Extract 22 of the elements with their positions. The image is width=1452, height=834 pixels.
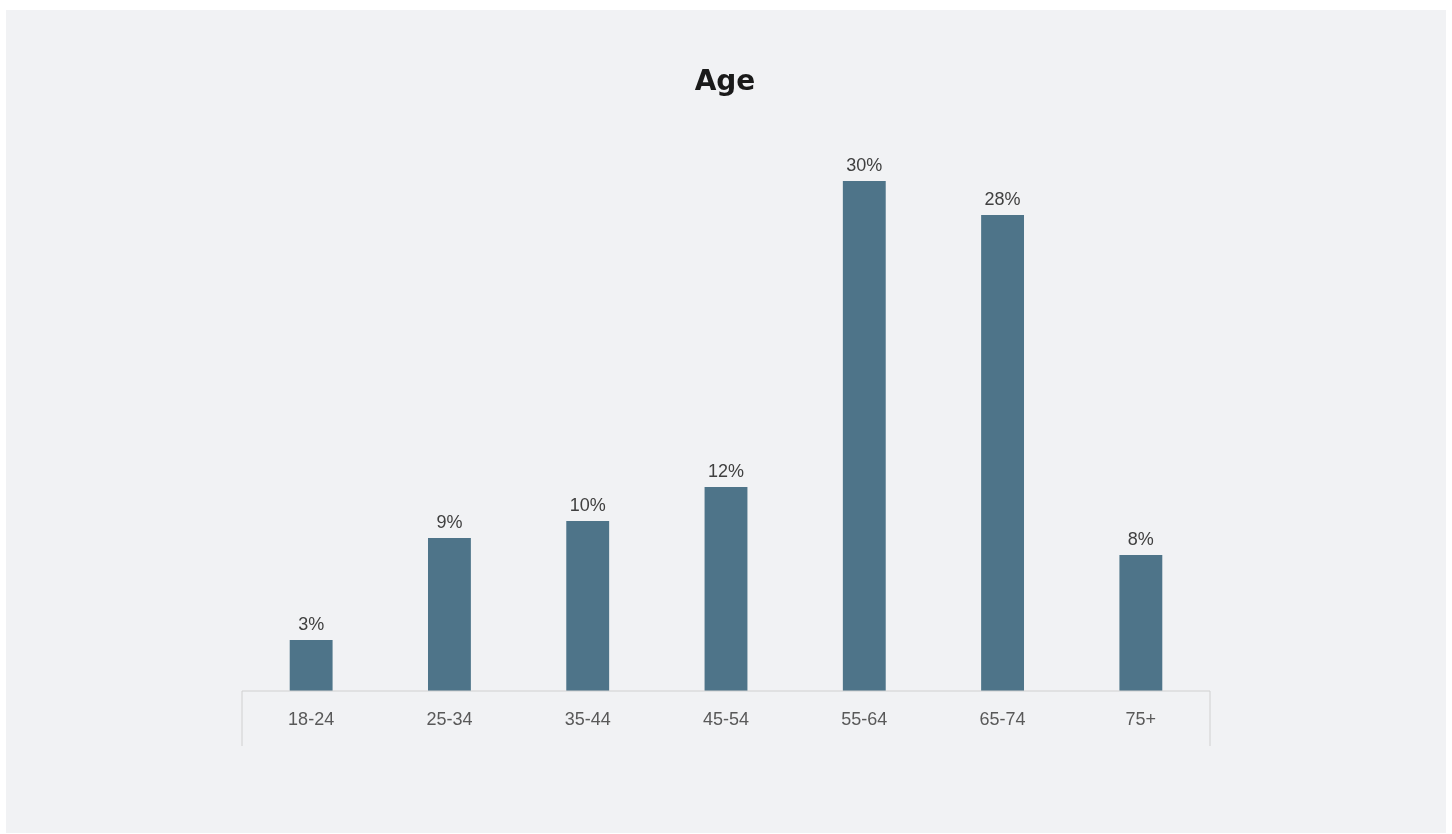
x-tick-label: 55-64 bbox=[841, 709, 888, 729]
x-tick-label: 45-54 bbox=[702, 709, 750, 729]
data-label: 12% bbox=[707, 461, 745, 481]
bar bbox=[566, 521, 610, 691]
data-label: 3% bbox=[298, 614, 325, 634]
bar bbox=[704, 487, 748, 691]
data-label: 8% bbox=[1127, 529, 1154, 549]
bar bbox=[842, 181, 886, 691]
data-label: 28% bbox=[984, 189, 1021, 209]
bar bbox=[1119, 555, 1163, 691]
chart-title: Age bbox=[694, 64, 756, 97]
data-label: 9% bbox=[436, 512, 463, 532]
x-tick-label: 75+ bbox=[1125, 709, 1157, 729]
bar bbox=[427, 538, 471, 691]
bar bbox=[289, 640, 333, 691]
x-tick-label: 25-34 bbox=[426, 709, 473, 729]
x-tick-label: 18-24 bbox=[288, 709, 335, 729]
bar bbox=[981, 215, 1025, 691]
x-tick-label: 35-44 bbox=[564, 709, 611, 729]
data-label: 30% bbox=[846, 155, 883, 175]
x-tick-label: 65-74 bbox=[979, 709, 1026, 729]
data-label: 10% bbox=[569, 495, 606, 515]
